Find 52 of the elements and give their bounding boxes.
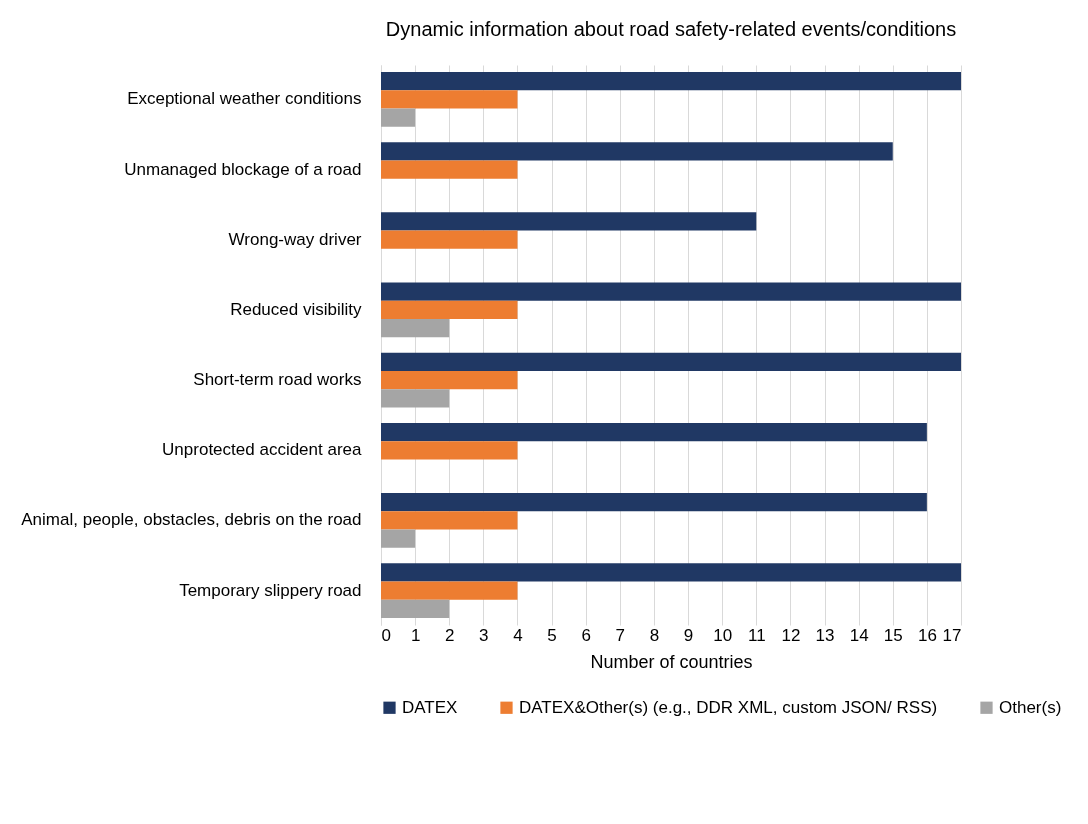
y-tick-label: Unprotected accident area bbox=[162, 440, 363, 460]
x-tick-label: 3 bbox=[479, 625, 489, 645]
bar bbox=[381, 563, 961, 582]
x-tick-label: 12 bbox=[781, 625, 801, 645]
bar bbox=[381, 529, 416, 548]
y-tick-label: Unmanaged blockage of a road bbox=[124, 159, 362, 179]
bar bbox=[381, 230, 518, 249]
x-tick-label: 16 bbox=[917, 625, 937, 645]
bar bbox=[381, 72, 961, 91]
y-tick-label: Wrong-way driver bbox=[228, 229, 362, 249]
x-tick-label: 14 bbox=[849, 625, 869, 645]
bar bbox=[381, 282, 961, 301]
legend-label: Other(s) bbox=[999, 697, 1062, 717]
x-tick-label: 9 bbox=[683, 625, 694, 645]
y-tick-label: Exceptional weather conditions bbox=[127, 89, 362, 109]
x-tick-label: 1 bbox=[410, 625, 421, 645]
y-tick-label: Reduced visibility bbox=[230, 299, 362, 319]
x-tick-label: 11 bbox=[747, 625, 766, 645]
bar bbox=[381, 108, 416, 127]
bar bbox=[381, 352, 961, 371]
y-tick-label: Animal, people, obstacles, debris on the road bbox=[21, 510, 362, 530]
x-tick-label: 0 bbox=[381, 625, 391, 645]
y-tick-label: Temporary slippery road bbox=[179, 580, 362, 600]
x-tick-label: 2 bbox=[445, 625, 455, 645]
bar bbox=[381, 160, 518, 179]
bar bbox=[381, 422, 927, 442]
bar bbox=[381, 511, 518, 530]
bar bbox=[381, 142, 893, 161]
x-tick-label: 4 bbox=[513, 625, 523, 645]
x-tick-label: 17 bbox=[942, 625, 962, 645]
bar bbox=[381, 599, 450, 618]
legend-label: DATEX&Other(s) (e.g., DDR XML, custom JSON/ RSS) bbox=[519, 697, 938, 717]
bar bbox=[381, 389, 450, 408]
x-tick-label: 8 bbox=[649, 625, 660, 645]
x-tick-label: 6 bbox=[581, 625, 591, 645]
bar bbox=[381, 493, 927, 512]
x-tick-label: 7 bbox=[615, 625, 626, 645]
bar bbox=[381, 300, 518, 320]
chart-title: Dynamic information about road safety-related events/conditions bbox=[385, 18, 957, 40]
bar bbox=[381, 581, 518, 600]
x-tick-label: 10 bbox=[713, 625, 733, 645]
bar bbox=[381, 441, 518, 460]
bar bbox=[381, 90, 518, 109]
bar bbox=[381, 370, 518, 390]
x-axis-title: Number of countries bbox=[590, 651, 753, 672]
x-tick-label: 15 bbox=[883, 625, 903, 645]
x-tick-label: 13 bbox=[815, 625, 835, 645]
x-tick-label: 5 bbox=[547, 625, 557, 645]
bar bbox=[381, 319, 450, 338]
y-tick-label: Short-term road works bbox=[193, 370, 362, 390]
legend-label: DATEX bbox=[402, 697, 458, 717]
bar bbox=[381, 212, 757, 231]
